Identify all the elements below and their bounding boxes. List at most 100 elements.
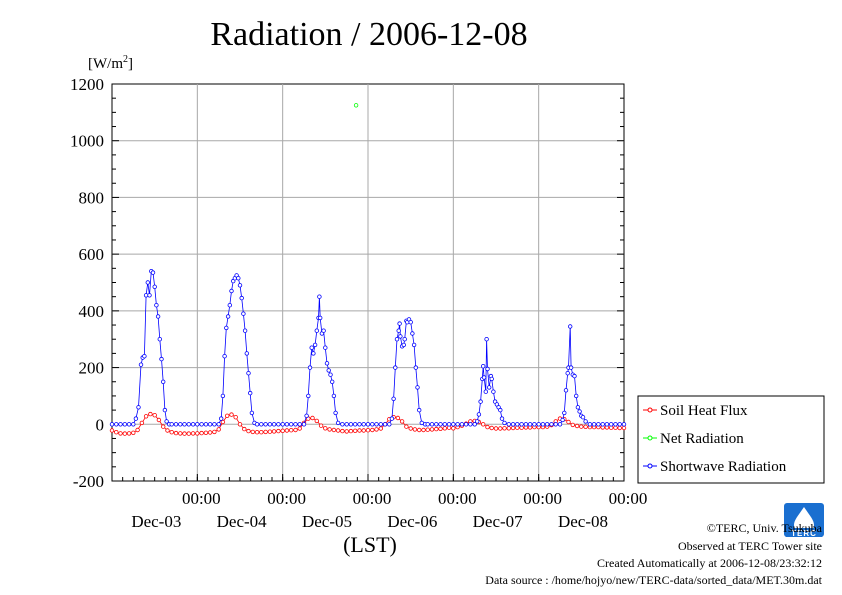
legend-item: Shortwave Radiation <box>643 459 787 475</box>
data-point <box>483 389 488 394</box>
data-point <box>411 342 417 348</box>
legend-item: Net Radiation <box>643 431 744 447</box>
data-point <box>596 422 601 427</box>
data-point <box>621 425 627 431</box>
data-point <box>442 422 447 427</box>
data-point <box>135 427 140 433</box>
data-point <box>289 422 294 427</box>
data-point <box>159 356 164 362</box>
data-point <box>318 315 323 321</box>
data-point <box>318 423 324 428</box>
x-tick-date: Dec-03 <box>131 512 181 531</box>
data-point <box>155 314 161 319</box>
data-point <box>600 422 605 427</box>
data-point <box>609 422 614 427</box>
x-axis-ticks: 00:00Dec-0300:00Dec-0400:00Dec-0500:00De… <box>111 474 647 531</box>
data-point <box>267 422 273 427</box>
data-point <box>621 422 627 427</box>
data-point <box>568 324 573 329</box>
data-point <box>617 422 622 427</box>
data-point <box>241 311 246 316</box>
data-point <box>242 328 248 333</box>
data-point <box>317 294 322 299</box>
data-point <box>220 419 226 425</box>
data-point <box>378 422 383 427</box>
data-point <box>481 364 486 369</box>
data-point <box>326 368 331 373</box>
data-point <box>182 431 187 436</box>
data-point <box>150 270 156 275</box>
footer-created: Created Automatically at 2006-12-08/23:3… <box>597 556 822 570</box>
data-point <box>173 430 179 436</box>
data-point <box>429 427 435 432</box>
data-point <box>195 431 200 436</box>
data-point <box>218 416 224 421</box>
data-point <box>502 426 507 431</box>
data-point <box>280 428 285 433</box>
series-shortwave-radiation <box>109 269 627 427</box>
data-point <box>475 419 480 424</box>
footer: ©TERC, Univ. Tsukuba Observed at TERC To… <box>485 521 822 587</box>
data-point <box>587 422 593 427</box>
data-point <box>321 328 326 333</box>
data-point <box>401 342 406 348</box>
data-point <box>382 422 388 427</box>
legend-box <box>637 395 825 484</box>
x-tick-date: Dec-08 <box>558 512 608 531</box>
data-point <box>361 428 366 433</box>
data-point <box>304 413 309 418</box>
data-point <box>348 428 354 434</box>
x-tick-date: Dec-06 <box>387 512 437 531</box>
data-point <box>284 428 290 433</box>
data-point <box>394 337 400 342</box>
data-point <box>247 390 253 396</box>
data-point <box>489 425 494 431</box>
y-tick-label: 800 <box>79 188 105 207</box>
data-point <box>169 422 174 427</box>
data-point <box>263 422 268 427</box>
data-point <box>220 393 226 399</box>
data-point <box>468 422 473 427</box>
y-tick-label: 200 <box>79 359 105 378</box>
data-point <box>310 415 315 421</box>
data-point <box>549 422 554 427</box>
data-point <box>410 331 415 336</box>
x-tick-time: 00:00 <box>182 489 221 508</box>
data-point <box>152 413 157 418</box>
data-point <box>357 428 362 433</box>
data-point <box>307 365 313 370</box>
data-point <box>510 425 516 431</box>
data-point <box>463 422 469 427</box>
data-point <box>237 422 243 427</box>
data-point <box>126 431 132 436</box>
data-point <box>417 427 422 433</box>
data-point <box>152 284 157 289</box>
data-point <box>229 412 234 417</box>
data-point <box>224 413 230 418</box>
data-point <box>348 422 354 427</box>
data-point <box>472 422 477 427</box>
data-point <box>353 422 358 427</box>
data-point <box>259 422 264 427</box>
data-point <box>402 337 407 342</box>
data-point <box>340 422 345 427</box>
data-point <box>391 396 396 401</box>
data-point <box>485 424 490 430</box>
data-point <box>173 422 179 427</box>
data-point <box>408 320 413 325</box>
data-point <box>323 426 328 431</box>
data-point <box>271 429 277 434</box>
data-point <box>328 372 333 377</box>
data-point <box>570 422 575 428</box>
data-point <box>574 423 580 429</box>
data-point <box>136 405 141 410</box>
data-point <box>451 422 456 427</box>
data-point <box>297 422 302 427</box>
data-point <box>583 419 588 424</box>
data-point <box>378 426 383 431</box>
data-point <box>398 334 403 339</box>
data-point <box>195 422 200 427</box>
data-point <box>109 422 115 427</box>
